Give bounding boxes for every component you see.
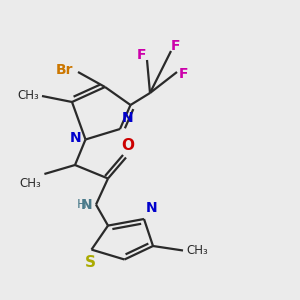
Text: N: N [81, 198, 92, 212]
Text: CH₃: CH₃ [20, 177, 41, 190]
Text: Br: Br [56, 64, 74, 77]
Text: F: F [171, 40, 180, 53]
Text: CH₃: CH₃ [17, 89, 39, 103]
Text: N: N [69, 131, 81, 145]
Text: F: F [136, 49, 146, 62]
Text: H: H [77, 198, 87, 211]
Text: F: F [178, 67, 188, 80]
Text: N: N [146, 200, 157, 214]
Text: N: N [122, 110, 133, 124]
Text: O: O [121, 138, 134, 153]
Text: CH₃: CH₃ [186, 244, 208, 257]
Text: S: S [85, 255, 95, 270]
